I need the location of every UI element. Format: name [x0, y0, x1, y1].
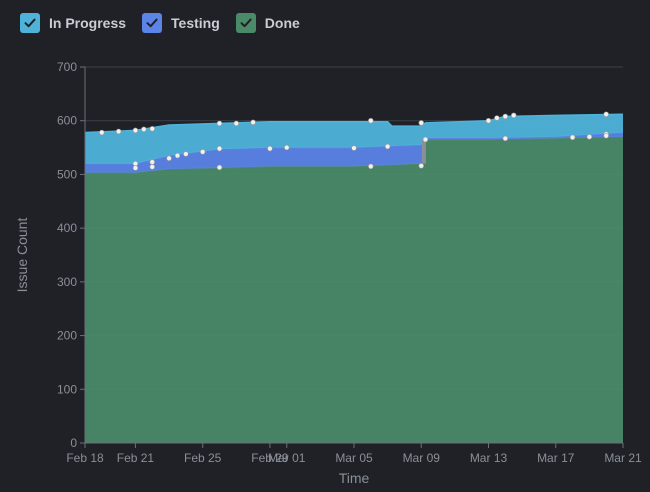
x-tick-label: Mar 13	[470, 451, 508, 465]
y-tick-label: 0	[70, 436, 77, 450]
area-testing	[85, 132, 623, 173]
data-point	[502, 113, 509, 120]
legend-item-in-progress[interactable]: In Progress	[20, 13, 126, 33]
area-done	[85, 136, 623, 444]
y-axis-title: Issue Count	[14, 218, 30, 293]
data-point	[174, 152, 181, 159]
x-tick-label: Feb 25	[184, 451, 222, 465]
data-point	[368, 163, 374, 170]
data-point	[351, 145, 357, 151]
series-line-in-progress	[84, 113, 624, 134]
data-point	[368, 118, 374, 124]
data-point	[603, 133, 609, 139]
data-point	[233, 120, 240, 127]
data-point	[418, 163, 424, 169]
data-point	[250, 119, 256, 126]
x-tick-label: Mar 09	[403, 451, 441, 465]
data-point	[502, 135, 509, 142]
data-point	[149, 159, 155, 165]
data-point	[422, 136, 429, 143]
y-tick-label: 500	[57, 167, 77, 181]
data-point	[418, 120, 424, 126]
data-point	[569, 134, 576, 141]
legend: In Progress Testing Done	[20, 13, 300, 33]
y-tick-label: 200	[57, 329, 77, 343]
data-point	[284, 144, 290, 151]
data-point	[511, 112, 517, 119]
data-point	[384, 143, 391, 150]
data-point	[132, 127, 139, 134]
legend-label: Testing	[171, 15, 220, 31]
x-tick-label: Feb 18	[66, 451, 104, 465]
axes: 0 100 200 300 400 500 600 700 Feb 18 Feb 21 Feb 25…	[57, 60, 642, 465]
y-tick-label: 700	[57, 60, 77, 74]
y-tick-label: 600	[57, 114, 77, 128]
data-point	[183, 151, 189, 157]
area-in-progress	[85, 114, 623, 164]
x-tick-label: Mar 17	[537, 451, 575, 465]
x-tick-label: Mar 01	[268, 451, 306, 465]
x-tick-label: Feb 29	[251, 451, 289, 465]
x-tick-label: Feb 21	[117, 451, 155, 465]
y-tick-label: 100	[57, 382, 77, 396]
x-tick-label: Mar 21	[604, 451, 642, 465]
checkbox-icon[interactable]	[235, 13, 256, 33]
data-point	[494, 115, 500, 121]
data-point	[267, 145, 273, 152]
data-markers	[99, 111, 609, 171]
checkbox-icon[interactable]	[20, 13, 40, 33]
data-point	[141, 126, 147, 133]
data-point	[149, 126, 155, 132]
y-tick-label: 400	[57, 221, 77, 235]
data-point	[216, 145, 223, 152]
stacked-areas	[84, 113, 624, 444]
data-point	[166, 155, 172, 162]
legend-label: In Progress	[49, 15, 127, 31]
data-point	[216, 120, 223, 127]
legend-item-done[interactable]: Done	[235, 13, 300, 33]
legend-item-testing[interactable]: Testing	[142, 13, 220, 33]
data-point	[99, 129, 105, 136]
data-point	[199, 149, 206, 155]
data-point	[485, 118, 492, 124]
data-point	[603, 111, 609, 117]
data-point	[132, 165, 139, 171]
legend-label: Done	[264, 15, 300, 31]
data-point	[216, 164, 223, 171]
transition-bar	[421, 139, 426, 164]
x-tick-label: Mar 05	[335, 451, 373, 465]
checkbox-icon[interactable]	[142, 13, 163, 33]
y-tick-label: 300	[57, 275, 77, 289]
x-axis-title: Time	[339, 470, 370, 486]
data-point	[115, 128, 122, 135]
data-point	[586, 134, 593, 140]
data-point	[149, 164, 155, 170]
